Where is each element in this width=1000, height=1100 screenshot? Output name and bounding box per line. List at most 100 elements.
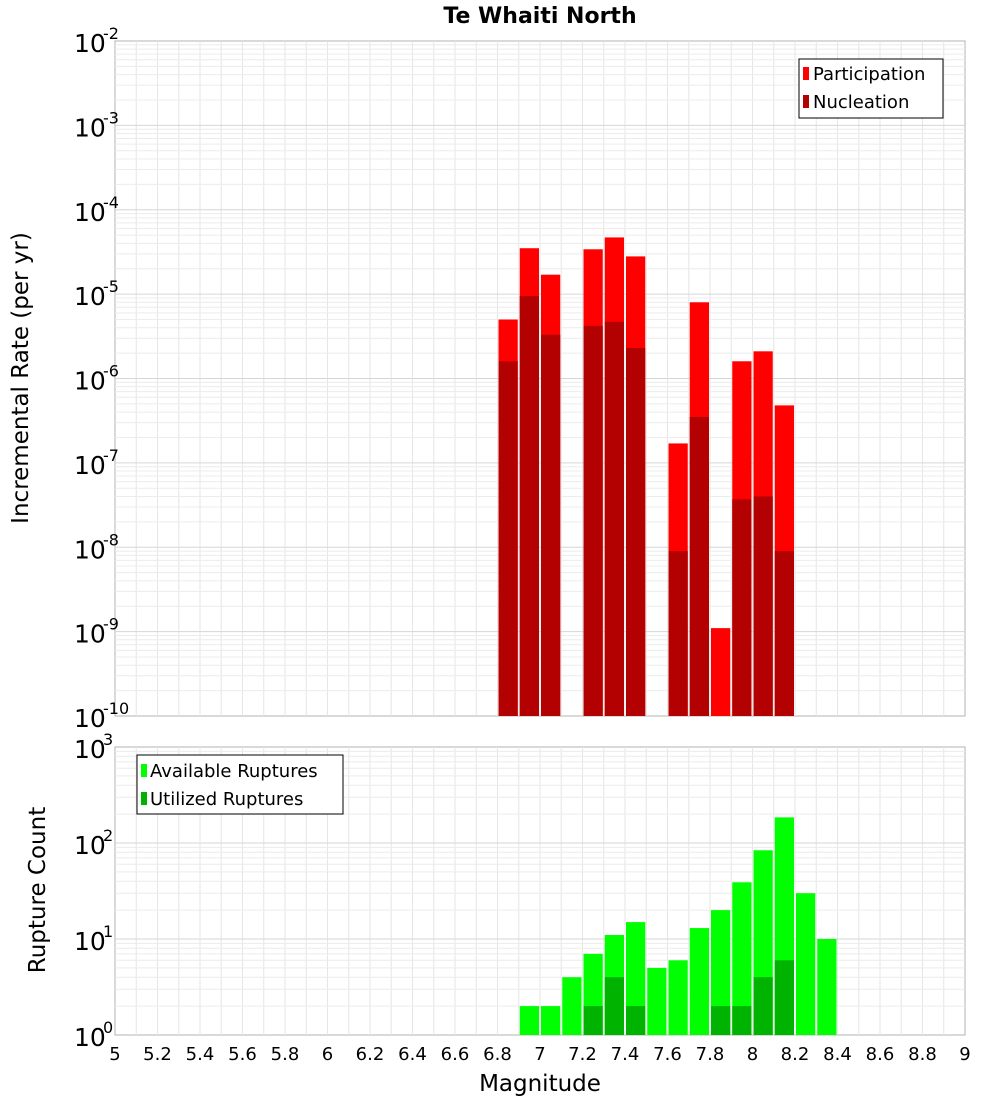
x-tick-label: 7.8 xyxy=(696,1044,725,1065)
bar-series1 xyxy=(732,882,752,1035)
x-tick-label: 8.2 xyxy=(781,1044,810,1065)
bar-series1 xyxy=(668,960,688,1035)
bar-series2 xyxy=(732,499,752,716)
x-tick-label: 5.6 xyxy=(228,1044,257,1065)
available-ruptures-legend-label: Available Ruptures xyxy=(150,761,318,782)
y-tick-exponent: -5 xyxy=(103,277,119,296)
x-tick-label: 7.2 xyxy=(568,1044,597,1065)
y-tick-exponent: 3 xyxy=(103,730,113,749)
nucleation-swatch xyxy=(803,95,809,108)
y-tick-label: 10 xyxy=(74,620,106,649)
y-tick-label: 10 xyxy=(74,198,106,227)
y-tick-exponent: -2 xyxy=(103,24,119,43)
bar-series2 xyxy=(732,1006,752,1035)
bar-series2 xyxy=(604,321,624,716)
y-tick-label: 10 xyxy=(74,282,106,311)
y-tick-exponent: -4 xyxy=(103,193,119,212)
bar-series2 xyxy=(519,296,539,716)
y-tick-label: 10 xyxy=(74,831,106,860)
x-tick-label: 6.8 xyxy=(483,1044,512,1065)
bar-series1 xyxy=(711,628,731,716)
bar-series2 xyxy=(689,416,709,716)
rate-plot-legend: Participation Nucleation xyxy=(798,58,944,119)
x-tick-label: 5.2 xyxy=(143,1044,172,1065)
utilized-ruptures-legend-label: Utilized Ruptures xyxy=(150,789,303,810)
y-tick-exponent: -7 xyxy=(103,446,119,465)
bar-series2 xyxy=(753,977,773,1035)
y-tick-label: 10 xyxy=(74,29,106,58)
y-tick-label: 10 xyxy=(74,535,106,564)
bar-series1 xyxy=(817,939,837,1035)
x-tick-label: 6.2 xyxy=(356,1044,385,1065)
bar-series2 xyxy=(668,551,688,716)
x-tick-label: 6.6 xyxy=(441,1044,470,1065)
x-tick-label: 7.4 xyxy=(611,1044,640,1065)
utilized-ruptures-swatch xyxy=(141,792,147,805)
x-tick-label: 5.8 xyxy=(271,1044,300,1065)
bar-series2 xyxy=(583,1006,603,1035)
y-tick-label: 10 xyxy=(74,1023,106,1052)
y-tick-exponent: -9 xyxy=(103,615,119,634)
available-ruptures-swatch xyxy=(141,764,147,777)
x-tick-label: 8 xyxy=(747,1044,758,1065)
bar-series1 xyxy=(647,967,667,1035)
y-tick-label: 10 xyxy=(74,735,106,764)
y-tick-exponent: -8 xyxy=(103,530,119,549)
count-plot-x-tick-labels: 5 5.2 5.4 5.6 5.8 6 6.2 6.4 6.6 6.8 7 7.2 7.4 7.6 7.8 8… xyxy=(109,1044,970,1065)
bar-series2 xyxy=(626,1006,646,1035)
rate-legend-box xyxy=(798,58,944,119)
count-plot-y-axis-label: Rupture Count xyxy=(25,807,51,973)
x-tick-label: 8.8 xyxy=(908,1044,937,1065)
bar-series2 xyxy=(583,325,603,716)
bar-series2 xyxy=(774,960,794,1035)
y-tick-exponent: 1 xyxy=(103,922,113,941)
chart-title: Te Whaiti North xyxy=(443,4,636,29)
x-tick-label: 8.4 xyxy=(823,1044,852,1065)
bar-series1 xyxy=(689,928,709,1035)
count-plot-legend: Available Ruptures Utilized Ruptures xyxy=(136,754,344,815)
x-tick-label: 7.6 xyxy=(653,1044,682,1065)
y-tick-exponent: 2 xyxy=(103,826,113,845)
bar-series1 xyxy=(541,1006,561,1035)
participation-legend-label: Participation xyxy=(813,64,925,85)
y-tick-label: 10 xyxy=(74,367,106,396)
bar-series2 xyxy=(774,551,794,716)
y-tick-exponent: -10 xyxy=(103,699,129,718)
bar-series1 xyxy=(519,1006,539,1035)
count-legend-box xyxy=(136,754,344,815)
bar-series2 xyxy=(604,977,624,1035)
y-tick-label: 10 xyxy=(74,113,106,142)
bar-series1 xyxy=(711,910,731,1035)
x-tick-label: 6 xyxy=(322,1044,333,1065)
x-tick-label: 7 xyxy=(534,1044,545,1065)
bar-series2 xyxy=(626,347,646,716)
participation-swatch xyxy=(803,67,809,80)
bar-series1 xyxy=(562,977,582,1035)
rate-plot-y-axis-label: Incremental Rate (per yr) xyxy=(8,232,34,524)
bar-series1 xyxy=(796,893,816,1035)
y-tick-exponent: 0 xyxy=(103,1018,113,1037)
x-tick-label: 5 xyxy=(109,1044,120,1065)
x-axis-label: Magnitude xyxy=(479,1071,601,1097)
y-tick-exponent: -3 xyxy=(103,108,119,127)
y-tick-label: 10 xyxy=(74,704,106,733)
rate-plot-grid xyxy=(115,41,965,716)
x-tick-label: 5.4 xyxy=(186,1044,215,1065)
x-tick-label: 8.6 xyxy=(866,1044,895,1065)
bar-series2 xyxy=(498,361,518,716)
y-tick-label: 10 xyxy=(74,451,106,480)
nucleation-legend-label: Nucleation xyxy=(813,92,909,113)
bar-series2 xyxy=(711,1006,731,1035)
x-tick-label: 9 xyxy=(959,1044,970,1065)
rate-plot-bars xyxy=(498,237,794,717)
bar-series2 xyxy=(753,496,773,716)
x-tick-label: 6.4 xyxy=(398,1044,427,1065)
count-plot-bars xyxy=(519,817,837,1035)
y-tick-label: 10 xyxy=(74,927,106,956)
y-tick-exponent: -6 xyxy=(103,362,119,381)
